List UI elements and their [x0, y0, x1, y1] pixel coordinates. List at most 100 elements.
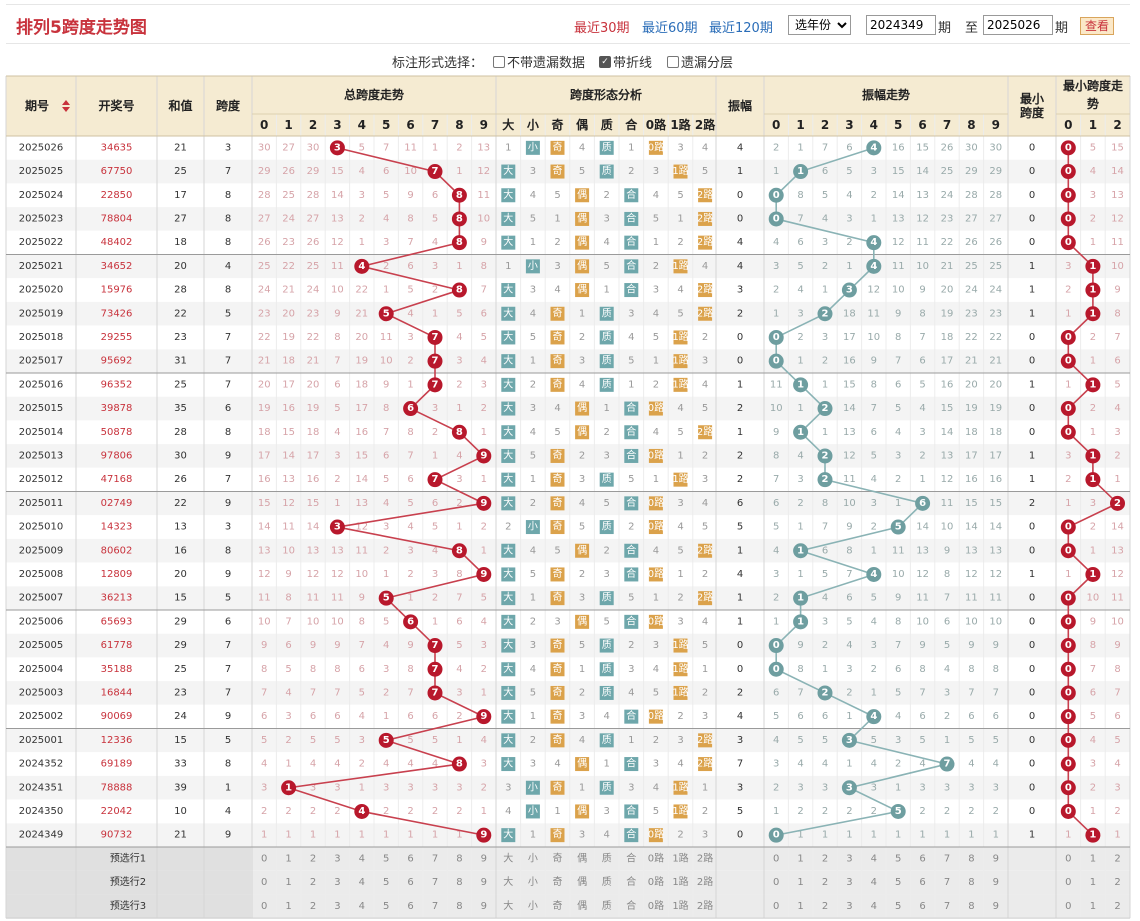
- shape-tag: [550, 828, 565, 843]
- checkbox-checked-icon[interactable]: ✓: [599, 55, 611, 68]
- sum-cell: 33: [174, 759, 187, 770]
- span-ball-label: 9: [480, 711, 487, 722]
- shape-omission-cell: 5: [604, 616, 610, 627]
- sum-cell: 16: [174, 545, 187, 556]
- span-ball-label: 3: [334, 522, 341, 533]
- omission-cell: 16: [355, 427, 368, 438]
- omission-cell: 5: [432, 735, 438, 746]
- range-link-30[interactable]: 最近30期: [574, 21, 630, 36]
- shape-tag: [501, 188, 516, 203]
- omission-cell: 17: [355, 403, 368, 414]
- shape-omission-cell: 4: [530, 308, 536, 319]
- shape-tag-label: 奇: [553, 685, 563, 698]
- span-ball-label: 8: [456, 237, 463, 248]
- range-link-120[interactable]: 最近120期: [709, 21, 773, 36]
- span-ball: [427, 329, 443, 345]
- shape-omission-cell: 2: [653, 261, 659, 272]
- omission-cell: 6: [846, 593, 852, 604]
- omission-cell: 13: [916, 545, 929, 556]
- from-period-input[interactable]: [866, 15, 936, 35]
- omission-cell: 1: [797, 569, 803, 580]
- shape-tag-label: 质: [602, 141, 612, 153]
- omission-cell: 8: [944, 569, 950, 580]
- range-link-60[interactable]: 最近60期: [642, 21, 698, 36]
- omission-cell: 22: [989, 332, 1002, 343]
- shape-tag-label: 质: [602, 734, 612, 746]
- preselect-digit: 3: [334, 877, 340, 888]
- preselect-digit: 7: [944, 901, 950, 912]
- span-cell: 5: [225, 593, 231, 604]
- shape-tag-label: 大: [503, 567, 513, 580]
- omission-cell: 11: [941, 498, 954, 509]
- option-no-omission[interactable]: 不带遗漏数据: [493, 52, 585, 71]
- shape-tag-label: 大: [503, 685, 513, 698]
- omission-cell: 6: [968, 711, 974, 722]
- shape-omission-cell: 5: [530, 569, 536, 580]
- number-cell: 78804: [101, 213, 133, 224]
- shape-tag-label: 1路: [672, 638, 688, 651]
- omission-cell: 5: [359, 142, 365, 153]
- omission-cell: 2: [261, 806, 267, 817]
- shape-tag-label: 奇: [553, 709, 563, 722]
- span-ball-label: 9: [480, 498, 487, 509]
- table-row: [6, 136, 1130, 160]
- omission-cell: 6: [944, 616, 950, 627]
- option-polyline[interactable]: ✓ 带折线: [599, 52, 652, 71]
- shape-tag: [673, 804, 688, 819]
- digit-header: 8: [967, 118, 975, 132]
- amp-ball: [866, 709, 882, 725]
- shape-tag: [648, 709, 663, 724]
- omission-cell: 23: [307, 308, 320, 319]
- omission-cell: 15: [331, 166, 344, 177]
- omission-cell: 12: [916, 569, 929, 580]
- omission-cell: 13: [331, 213, 344, 224]
- shape-omission-cell: 2: [530, 379, 536, 390]
- min-ball: [1060, 329, 1076, 345]
- query-button[interactable]: 查看: [1080, 17, 1115, 35]
- omission-cell: 2: [383, 806, 389, 817]
- span-ball: [451, 756, 467, 772]
- shape-tag-label: 合: [626, 543, 636, 556]
- to-period-input[interactable]: [983, 15, 1053, 35]
- shape-tag-label: 0路: [648, 567, 664, 580]
- checkbox-icon[interactable]: [493, 55, 505, 68]
- year-select[interactable]: 选年份: [788, 15, 851, 35]
- shape-tag: [673, 780, 688, 795]
- omission-cell: 2: [334, 474, 340, 485]
- shape-omission-cell: 4: [554, 759, 560, 770]
- shape-tag: [550, 567, 565, 582]
- omission-cell: 28: [258, 190, 271, 201]
- shape-omission-cell: 3: [653, 285, 659, 296]
- amp-ball: [817, 472, 833, 488]
- digit-header: 1: [796, 118, 804, 132]
- min-span-cell: 2: [1029, 498, 1035, 509]
- omission-cell: 10: [477, 213, 490, 224]
- span-ball-label: 8: [456, 427, 463, 438]
- shape-omission-cell: 1: [554, 213, 560, 224]
- period-cell: 2025002: [19, 711, 64, 722]
- shape-tag: [575, 283, 590, 298]
- shape-tag: [624, 804, 639, 819]
- amp-ball-label: 1: [797, 545, 804, 556]
- omission-cell: 4: [822, 213, 828, 224]
- shape-omission-cell: 5: [702, 166, 708, 177]
- preselect-digit: 4: [359, 853, 365, 864]
- omission-cell: 13: [843, 427, 856, 438]
- option-omission-layer[interactable]: 遗漏分层: [667, 52, 733, 71]
- omission-cell: 20: [355, 332, 368, 343]
- digit-header: 9: [480, 118, 488, 132]
- shape-tag: [698, 188, 713, 203]
- preselect-label: 预选行2: [110, 875, 146, 888]
- sum-cell: 25: [174, 664, 187, 675]
- omission-cell: 11: [770, 379, 783, 390]
- checkbox-icon[interactable]: [667, 55, 679, 68]
- shape-tag-label: 偶: [577, 425, 587, 438]
- shape-tag-label: 大: [503, 425, 513, 438]
- shape-tag: [624, 235, 639, 250]
- span-ball: [403, 401, 419, 417]
- col-header-span-trend: 总跨度走势: [344, 87, 404, 102]
- omission-cell: 9: [1114, 285, 1120, 296]
- min-ball-label: 0: [1065, 593, 1072, 604]
- shape-omission-cell: 3: [604, 569, 610, 580]
- omission-cell: 2: [944, 711, 950, 722]
